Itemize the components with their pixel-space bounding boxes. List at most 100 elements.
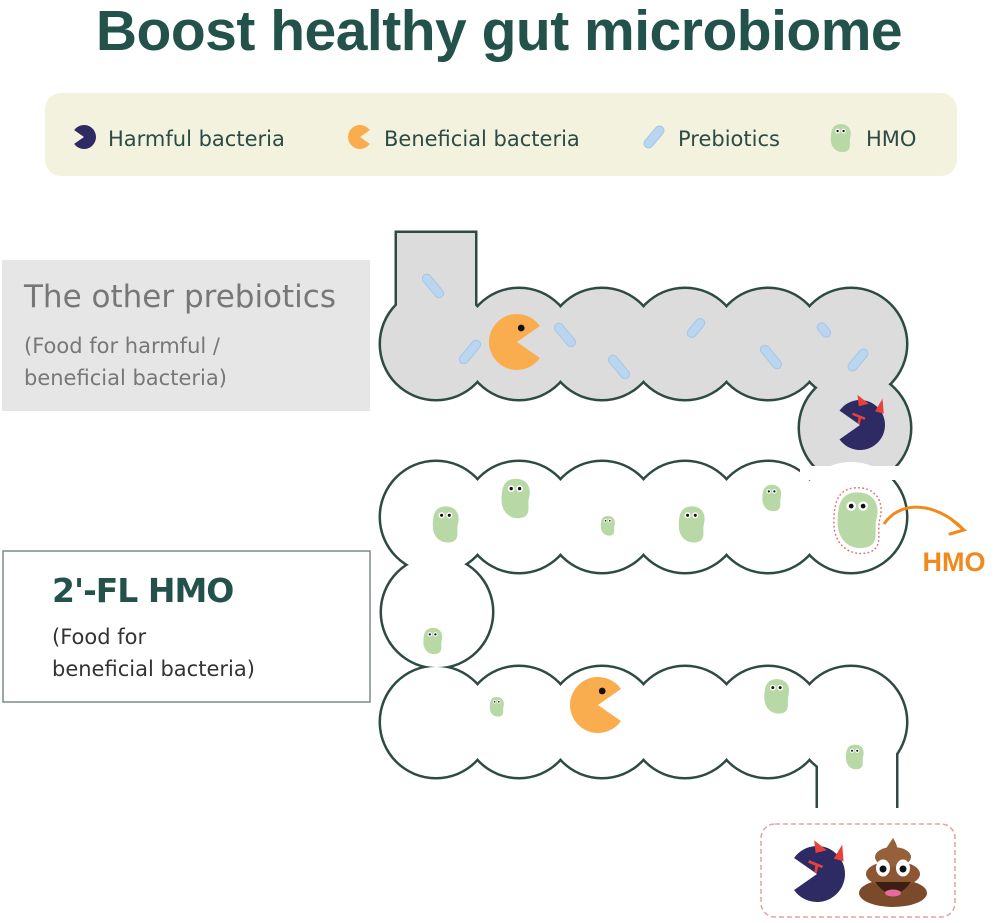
horn-icon <box>875 398 884 414</box>
mouth <box>875 882 911 894</box>
prebiotic-pill-icon <box>421 273 445 299</box>
hmo-bean-icon <box>846 744 864 770</box>
eye-pupil <box>850 749 854 752</box>
bean-body <box>600 515 615 536</box>
eye-pupil <box>440 513 444 517</box>
tongue <box>885 889 901 897</box>
eye-pupil <box>693 513 697 517</box>
tube-fill-gray <box>547 289 657 399</box>
beneficial-bacteria-icon-body <box>489 314 540 371</box>
hmo-label: 2'-FL HMO (Food for beneficial bacteria) <box>2 550 371 703</box>
hmo-bean-icon <box>600 515 615 536</box>
bean-body <box>432 506 459 543</box>
eye-pupil <box>771 686 775 690</box>
page-title: Boost healthy gut microbiome <box>96 0 902 63</box>
eye-pupil <box>434 633 437 636</box>
beneficial-bacteria-icon <box>570 677 621 734</box>
horn-icon <box>814 840 827 853</box>
legend-label-beneficial: Beneficial bacteria <box>384 127 580 151</box>
tube-fill-white <box>381 667 491 777</box>
intestine-contents <box>421 273 885 770</box>
harmful-bacteria-icon <box>839 395 885 450</box>
bean-body <box>489 696 504 717</box>
legend-background <box>45 93 957 176</box>
legend: Harmful bacteria Beneficial bacteria Pre… <box>45 93 957 176</box>
beneficial-bacteria-icon <box>489 314 540 371</box>
output-box <box>760 823 956 918</box>
eye-pupil <box>848 503 854 509</box>
harmful-bacteria-icon <box>794 840 846 902</box>
bean-body <box>846 744 864 770</box>
poop-emoji-icon <box>859 838 927 907</box>
eye-pupil <box>447 513 451 517</box>
prebiotic-pill-icon <box>553 322 577 348</box>
eye-pupil <box>856 749 859 752</box>
hmo-bean-icon <box>833 487 882 555</box>
eye-pupil <box>836 129 839 133</box>
prebiotic-pill-icon <box>759 344 783 370</box>
eye-pupil <box>604 519 607 522</box>
tube-fill-gray <box>381 289 491 399</box>
eye-pupil <box>608 519 611 522</box>
eye-pupil <box>517 486 522 491</box>
eye <box>517 324 525 332</box>
beneficial-bacteria-icon <box>348 125 370 149</box>
prebiotic-pill-icon <box>816 322 832 338</box>
hmo-bean-icon <box>501 478 530 519</box>
hmo-bean-icon <box>830 124 851 153</box>
tube-fill-white <box>796 667 906 777</box>
beneficial-bacteria-icon-body <box>570 677 621 734</box>
prebiotic-pill-icon <box>458 339 482 365</box>
tube-fill-white <box>547 462 657 572</box>
eye-pupil <box>842 129 845 133</box>
harmful-bacteria-icon <box>74 125 96 149</box>
hmo-sub-2: beneficial bacteria) <box>52 657 255 681</box>
tube-fill-white <box>800 466 910 480</box>
hmo-callout-label: HMO <box>923 547 986 577</box>
bean-body <box>762 484 782 512</box>
other-prebiotics-box <box>2 260 370 411</box>
eye-pupil <box>509 486 513 491</box>
eye-pupil <box>778 686 782 690</box>
hmo-bean-icon <box>489 696 504 717</box>
eye-pupil <box>428 633 431 636</box>
intestine-tube <box>378 230 913 810</box>
eye-pupil <box>879 865 887 873</box>
horn-icon <box>833 844 844 862</box>
other-prebiotics-label: The other prebiotics (Food for harmful /… <box>2 260 370 411</box>
hmo-box <box>2 550 371 703</box>
poop-tip <box>885 838 898 854</box>
hmo-arrow-head <box>948 518 968 536</box>
hmo-callout: HMO <box>882 505 986 577</box>
eye-pupil <box>860 503 866 509</box>
hmo-bean-icon <box>432 506 459 543</box>
prebiotic-pill-icon <box>686 318 706 338</box>
legend-label-hmo: HMO <box>866 127 916 151</box>
tube-fill-gray <box>796 289 906 399</box>
eye-pupil <box>497 700 500 703</box>
beneficial-bacteria-icon-body <box>348 125 370 149</box>
output-dashed-box <box>760 823 956 918</box>
harmful-bacteria-icon-body <box>839 400 885 450</box>
legend-label-harmful: Harmful bacteria <box>108 127 285 151</box>
tube-fill-white <box>464 667 574 777</box>
hmo-bean-icon <box>764 679 790 714</box>
bean-body <box>423 627 443 655</box>
eye-pupil <box>686 513 690 517</box>
tube-fill-white <box>382 557 492 667</box>
prebiotic-pill-icon <box>607 354 631 380</box>
hmo-title: 2'-FL HMO <box>52 571 233 610</box>
eye-pupil <box>899 865 907 873</box>
tube-fill-white <box>713 667 823 777</box>
harmful-bacteria-icon-body <box>794 846 846 902</box>
tube-fill-white <box>630 667 740 777</box>
horn-icon <box>857 395 869 407</box>
prebiotic-pill-icon <box>847 348 869 372</box>
eye <box>598 687 606 695</box>
harmful-bacteria-icon-body <box>74 125 96 149</box>
eye-pupil <box>767 490 770 493</box>
tube-fill-gray <box>630 289 740 399</box>
dotted-highlight <box>833 487 882 555</box>
hmo-sub-1: (Food for <box>52 625 146 649</box>
